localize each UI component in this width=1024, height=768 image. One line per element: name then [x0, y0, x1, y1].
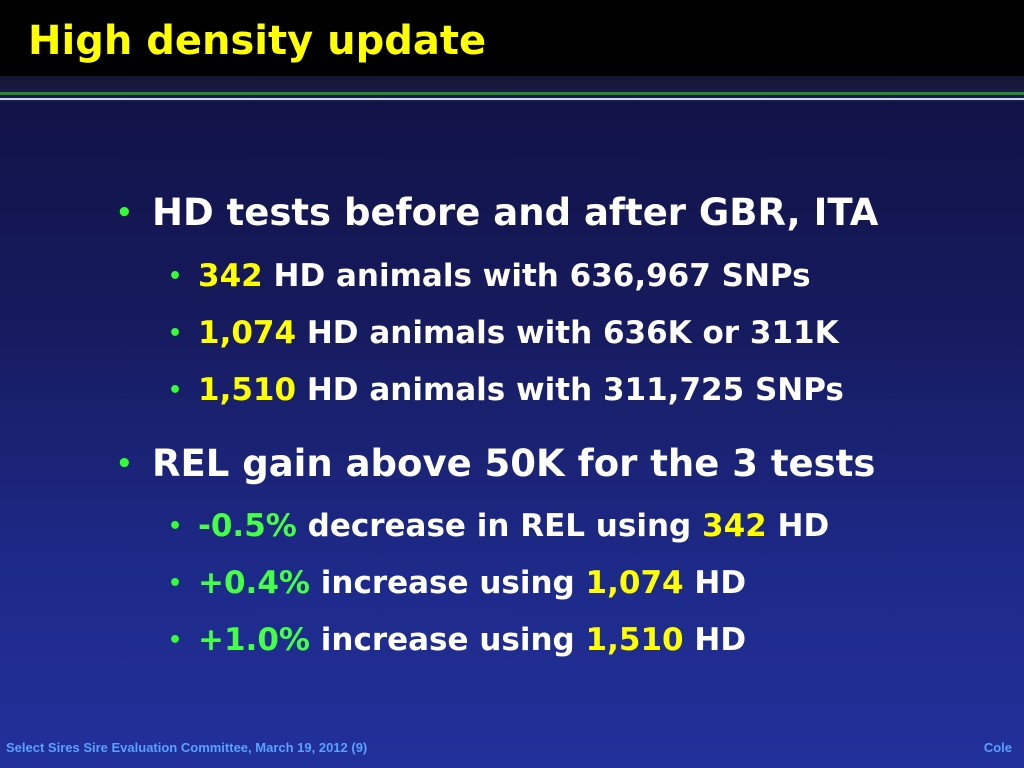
bullet-dot: • — [116, 449, 133, 479]
bullet-rel-gain: • REL gain above 50K for the 3 tests — [116, 441, 875, 487]
bullet-text: HD tests before and after GBR, ITA — [152, 191, 879, 234]
footer-author: Cole — [983, 740, 1012, 755]
sub-bullet-text: decrease in REL using — [296, 508, 703, 544]
highlight-number: 1,074 — [585, 565, 684, 601]
highlight-percent: +0.4% — [198, 565, 310, 601]
highlight-number: 1,074 — [198, 315, 297, 351]
bullet-dot: • — [168, 321, 183, 346]
highlight-number: 1,510 — [585, 622, 684, 658]
title-bar — [0, 0, 1024, 76]
bullet-hd-tests: • HD tests before and after GBR, ITA — [116, 190, 878, 236]
bullet-dot: • — [168, 264, 183, 289]
bullet-text: REL gain above 50K for the 3 tests — [152, 442, 876, 485]
sub-bullet-text: HD animals with 636K or 311K — [296, 315, 839, 351]
sub-bullet-hd-342: • 342 HD animals with 636,967 SNPs — [168, 256, 811, 297]
highlight-number: 1,510 — [198, 372, 297, 408]
bullet-dot: • — [168, 514, 183, 539]
bullet-dot: • — [168, 378, 183, 403]
sub-bullet-hd-1074: • 1,074 HD animals with 636K or 311K — [168, 313, 839, 354]
sub-bullet-text: HD animals with 636,967 SNPs — [262, 258, 811, 294]
header-divider-green — [0, 92, 1024, 95]
header-divider-light — [0, 98, 1024, 100]
highlight-number: 342 — [702, 508, 767, 544]
sub-bullet-hd-1510: • 1,510 HD animals with 311,725 SNPs — [168, 370, 844, 411]
highlight-percent: +1.0% — [198, 622, 310, 658]
highlight-number: 342 — [198, 258, 263, 294]
sub-bullet-text: increase using — [309, 565, 586, 601]
highlight-percent: -0.5% — [198, 508, 297, 544]
bullet-dot: • — [116, 198, 133, 228]
sub-bullet-text: HD — [766, 508, 830, 544]
sub-bullet-rel-342: • -0.5% decrease in REL using 342 HD — [168, 506, 829, 547]
sub-bullet-text: HD animals with 311,725 SNPs — [296, 372, 844, 408]
sub-bullet-text: increase using — [309, 622, 586, 658]
header-band — [0, 76, 1024, 102]
bullet-dot: • — [168, 628, 183, 653]
bullet-dot: • — [168, 571, 183, 596]
footer-citation: Select Sires Sire Evaluation Committee, … — [6, 740, 368, 755]
sub-bullet-rel-1510: • +1.0% increase using 1,510 HD — [168, 620, 746, 661]
sub-bullet-text: HD — [683, 565, 747, 601]
sub-bullet-rel-1074: • +0.4% increase using 1,074 HD — [168, 563, 746, 604]
slide-title: High density update — [28, 18, 487, 64]
sub-bullet-text: HD — [683, 622, 747, 658]
